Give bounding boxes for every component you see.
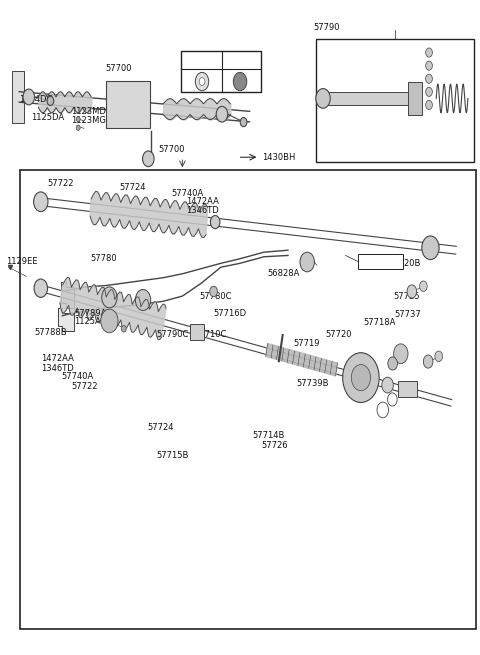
Circle shape — [343, 352, 379, 402]
Circle shape — [377, 402, 388, 418]
Circle shape — [387, 393, 397, 406]
Circle shape — [102, 287, 117, 308]
Polygon shape — [266, 343, 337, 376]
Circle shape — [76, 125, 80, 130]
Text: 1125DA: 1125DA — [31, 113, 64, 122]
Text: 57720: 57720 — [325, 329, 352, 339]
Circle shape — [394, 344, 408, 364]
Text: 57710C: 57710C — [194, 329, 227, 339]
Text: 1346TD: 1346TD — [186, 206, 219, 215]
Circle shape — [422, 236, 439, 259]
Circle shape — [407, 285, 417, 298]
Text: 25314: 25314 — [224, 56, 246, 62]
Circle shape — [121, 326, 126, 332]
Circle shape — [426, 87, 432, 96]
Text: 57722: 57722 — [71, 382, 97, 391]
Text: 57724: 57724 — [148, 422, 174, 432]
Text: 57737: 57737 — [395, 310, 421, 319]
Text: 57780C: 57780C — [199, 291, 232, 301]
Text: 57724: 57724 — [119, 183, 145, 192]
Text: 57700: 57700 — [106, 64, 132, 73]
Circle shape — [423, 355, 433, 368]
Circle shape — [426, 100, 432, 109]
Circle shape — [135, 290, 151, 310]
Bar — [408, 82, 422, 115]
Text: 57736A: 57736A — [348, 57, 381, 66]
Text: 57715B: 57715B — [156, 451, 188, 460]
Circle shape — [233, 73, 247, 90]
Circle shape — [34, 192, 48, 212]
Circle shape — [101, 309, 118, 333]
Text: 57719: 57719 — [294, 339, 320, 348]
Circle shape — [300, 252, 314, 272]
Circle shape — [23, 89, 35, 105]
Bar — [358, 254, 403, 269]
Circle shape — [76, 117, 80, 122]
Text: 1123MG: 1123MG — [71, 116, 106, 125]
Text: 57714B: 57714B — [252, 431, 284, 440]
Text: 1346TD: 1346TD — [41, 364, 73, 373]
Circle shape — [382, 377, 393, 393]
Circle shape — [388, 357, 397, 370]
Text: 57790: 57790 — [313, 23, 340, 32]
Circle shape — [47, 96, 54, 105]
Text: 57789A: 57789A — [74, 309, 107, 318]
Text: 1129EE: 1129EE — [6, 257, 37, 267]
Bar — [107, 81, 150, 128]
Circle shape — [426, 74, 432, 83]
Text: 57740A: 57740A — [172, 189, 204, 198]
Text: 1472AA: 1472AA — [186, 197, 219, 206]
Text: 1123MD: 1123MD — [71, 107, 106, 116]
Polygon shape — [60, 277, 166, 340]
Polygon shape — [90, 191, 208, 238]
Text: 56828A: 56828A — [268, 269, 300, 278]
Text: 57722: 57722 — [47, 179, 73, 188]
Text: 1124DG: 1124DG — [19, 95, 53, 104]
Text: 57700: 57700 — [158, 145, 185, 154]
Circle shape — [426, 48, 432, 57]
Polygon shape — [58, 308, 74, 331]
Bar — [20, 170, 476, 629]
Text: 57718A: 57718A — [364, 318, 396, 327]
Circle shape — [195, 73, 209, 90]
Text: 57790C: 57790C — [156, 329, 188, 339]
Circle shape — [240, 117, 247, 126]
Bar — [316, 39, 474, 162]
Bar — [190, 324, 204, 339]
Bar — [325, 92, 411, 105]
Text: 57740A: 57740A — [61, 372, 94, 381]
Circle shape — [210, 215, 220, 229]
Text: 57788B: 57788B — [35, 328, 67, 337]
Text: 57726: 57726 — [262, 441, 288, 450]
Text: 57587A: 57587A — [184, 56, 211, 62]
Text: 1430BH: 1430BH — [262, 153, 295, 162]
Circle shape — [143, 151, 154, 166]
Text: 56820B: 56820B — [389, 259, 421, 268]
Text: 1125AC: 1125AC — [74, 317, 107, 326]
Polygon shape — [61, 282, 74, 308]
Text: 1472AA: 1472AA — [41, 354, 73, 364]
Text: B: B — [233, 80, 240, 89]
Circle shape — [420, 281, 427, 291]
Text: 57739B: 57739B — [297, 379, 329, 388]
Text: 57780: 57780 — [90, 254, 117, 263]
Circle shape — [316, 88, 330, 108]
Circle shape — [351, 364, 371, 390]
Text: 56820B: 56820B — [359, 259, 386, 265]
Circle shape — [199, 78, 205, 85]
Bar — [398, 381, 417, 397]
Bar — [12, 71, 24, 123]
Bar — [181, 51, 261, 92]
Circle shape — [216, 106, 228, 122]
Text: 57725: 57725 — [394, 291, 420, 301]
Circle shape — [210, 286, 217, 297]
Circle shape — [435, 351, 443, 362]
Circle shape — [426, 61, 432, 70]
Text: 57716D: 57716D — [214, 309, 247, 318]
Circle shape — [34, 279, 48, 297]
